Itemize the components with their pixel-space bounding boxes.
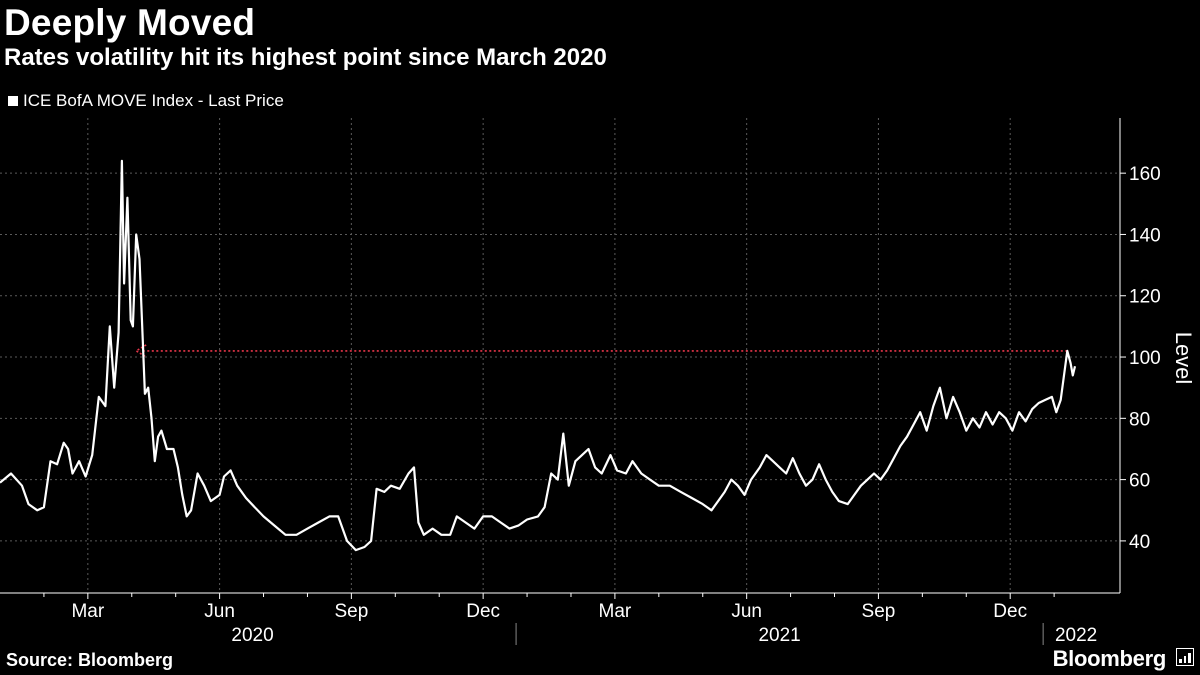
x-tick-label: Jun [731,601,762,622]
year-label: 2021 [758,625,800,646]
series-line-move-index [0,159,1077,552]
y-tick-label: 120 [1129,287,1161,308]
legend: ICE BofA MOVE Index - Last Price [8,91,284,111]
year-label: 2020 [231,625,273,646]
x-tick-label: Mar [71,601,104,622]
x-tick-label: Jun [204,601,235,622]
series [0,159,1077,552]
x-tick-label: Mar [599,601,632,622]
y-tick-label: 80 [1129,409,1150,430]
y-tick-label: 100 [1129,348,1161,369]
x-tick-label: Dec [993,601,1027,622]
labels: 40 60 80 100 120 140 160 Mar Jun Sep Dec Mar Jun Sep D… [71,164,1196,646]
y-axis-title: Level [1171,332,1196,385]
bloomberg-logo: Bloomberg [1052,646,1167,671]
legend-swatch [8,96,18,106]
y-tick-label: 160 [1129,164,1161,185]
y-tick-label: 60 [1129,471,1150,492]
x-tick-label: Sep [334,601,368,622]
year-label: 2022 [1055,625,1097,646]
legend-label: ICE BofA MOVE Index - Last Price [23,91,284,110]
bar-chart-icon [1176,648,1194,666]
chart-title: Deeply Moved [4,2,256,43]
x-tick-label: Sep [862,601,896,622]
gridlines [0,118,1120,593]
annotation [134,344,1068,358]
y-tick-label: 40 [1129,532,1150,553]
chart-subtitle: Rates volatility hit its highest point s… [4,44,607,71]
source-note: Source: Bloomberg [6,650,174,670]
x-tick-label: Dec [466,601,500,622]
y-tick-label: 140 [1129,225,1161,246]
axes [0,118,1126,645]
